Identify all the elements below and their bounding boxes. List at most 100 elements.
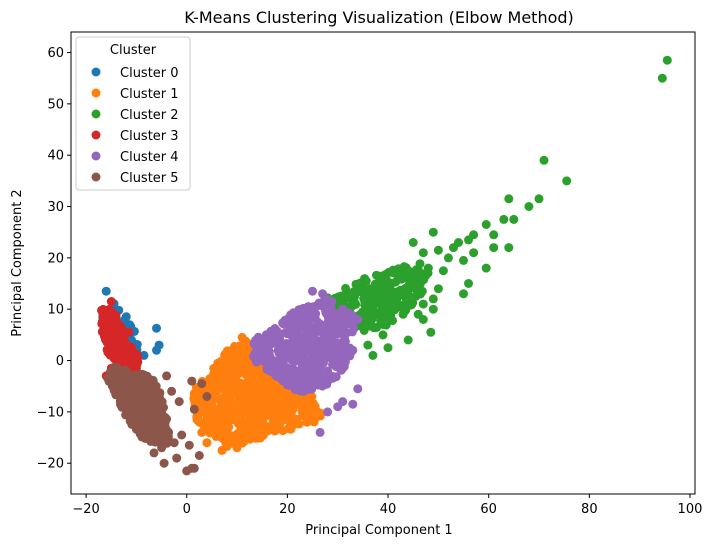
data-point — [299, 393, 309, 403]
data-point — [157, 443, 167, 453]
data-point — [159, 458, 169, 468]
data-point — [489, 230, 499, 240]
data-point — [202, 438, 212, 448]
data-point — [278, 376, 288, 386]
data-point — [137, 427, 146, 437]
data-point — [119, 401, 129, 411]
data-point — [172, 453, 182, 463]
data-point — [234, 389, 243, 399]
series-cluster-5 — [103, 362, 212, 476]
data-point — [322, 379, 332, 389]
x-tick-label: 60 — [480, 502, 497, 517]
data-point — [101, 286, 111, 296]
data-point — [281, 339, 291, 348]
data-point — [243, 373, 253, 383]
data-point — [323, 407, 333, 417]
data-point — [418, 299, 428, 309]
data-point — [403, 335, 413, 345]
data-point — [255, 354, 265, 364]
x-tick-label: 40 — [380, 502, 397, 517]
legend-label: Cluster 0 — [120, 66, 179, 81]
legend-label: Cluster 4 — [120, 150, 179, 165]
data-point — [197, 379, 207, 389]
data-point — [408, 238, 418, 247]
data-point — [275, 347, 285, 357]
data-point — [125, 378, 135, 388]
data-point — [290, 321, 300, 330]
data-point — [336, 295, 345, 304]
x-tick-label: 80 — [581, 502, 598, 517]
data-point — [233, 405, 243, 415]
data-point — [103, 373, 113, 383]
data-point — [449, 243, 458, 253]
data-point — [380, 284, 390, 294]
data-point — [481, 220, 491, 229]
data-point — [657, 73, 667, 83]
data-point — [338, 304, 348, 314]
data-point — [323, 317, 333, 327]
data-point — [107, 324, 117, 334]
data-point — [308, 286, 317, 296]
data-point — [275, 355, 285, 365]
data-point — [313, 407, 323, 417]
data-point — [353, 315, 363, 324]
data-point — [489, 243, 499, 253]
data-point — [365, 314, 375, 324]
data-point — [112, 332, 122, 342]
data-point — [104, 348, 113, 358]
data-point — [395, 274, 405, 284]
data-point — [298, 351, 307, 361]
data-point — [209, 363, 219, 373]
x-axis-title: Principal Component 1 — [305, 523, 452, 538]
data-point — [327, 311, 337, 321]
data-point — [275, 403, 285, 413]
data-point — [271, 331, 281, 341]
data-point — [127, 398, 136, 408]
x-tick-label: 100 — [678, 502, 703, 517]
data-point — [253, 385, 263, 395]
data-point — [433, 245, 443, 255]
data-point — [261, 330, 271, 340]
data-point — [464, 279, 473, 288]
data-point — [428, 227, 438, 237]
legend-label: Cluster 5 — [120, 171, 179, 186]
data-point — [398, 309, 408, 319]
data-point — [383, 306, 393, 316]
data-point — [319, 358, 328, 368]
data-point — [409, 277, 419, 287]
data-point — [249, 352, 258, 362]
data-point — [302, 417, 312, 427]
data-point — [259, 427, 269, 437]
legend-entry: Cluster 1 — [91, 87, 179, 102]
legend-marker — [91, 67, 101, 77]
data-point — [108, 365, 118, 375]
data-point — [136, 410, 146, 420]
data-point — [197, 427, 207, 437]
legend-entry: Cluster 5 — [91, 171, 179, 186]
data-point — [310, 328, 320, 338]
y-tick-label: 30 — [47, 200, 64, 215]
data-point — [351, 279, 361, 289]
data-point — [264, 347, 274, 357]
data-point — [220, 404, 230, 414]
data-point — [257, 405, 267, 415]
data-point — [310, 363, 320, 373]
data-point — [378, 320, 388, 329]
legend-entry: Cluster 4 — [91, 150, 179, 165]
data-point — [381, 294, 390, 304]
data-point — [353, 287, 363, 296]
data-point — [216, 376, 226, 386]
data-point — [428, 294, 438, 304]
legend-label: Cluster 1 — [120, 87, 179, 102]
legend-marker — [91, 172, 101, 182]
data-point — [333, 402, 343, 412]
data-point — [245, 430, 255, 440]
data-point — [319, 340, 329, 350]
y-tick-label: 60 — [47, 46, 64, 61]
data-point — [332, 329, 342, 339]
data-point — [426, 327, 436, 337]
data-point — [99, 318, 109, 328]
data-point — [225, 367, 235, 376]
data-point — [116, 372, 126, 382]
data-point — [290, 327, 300, 337]
